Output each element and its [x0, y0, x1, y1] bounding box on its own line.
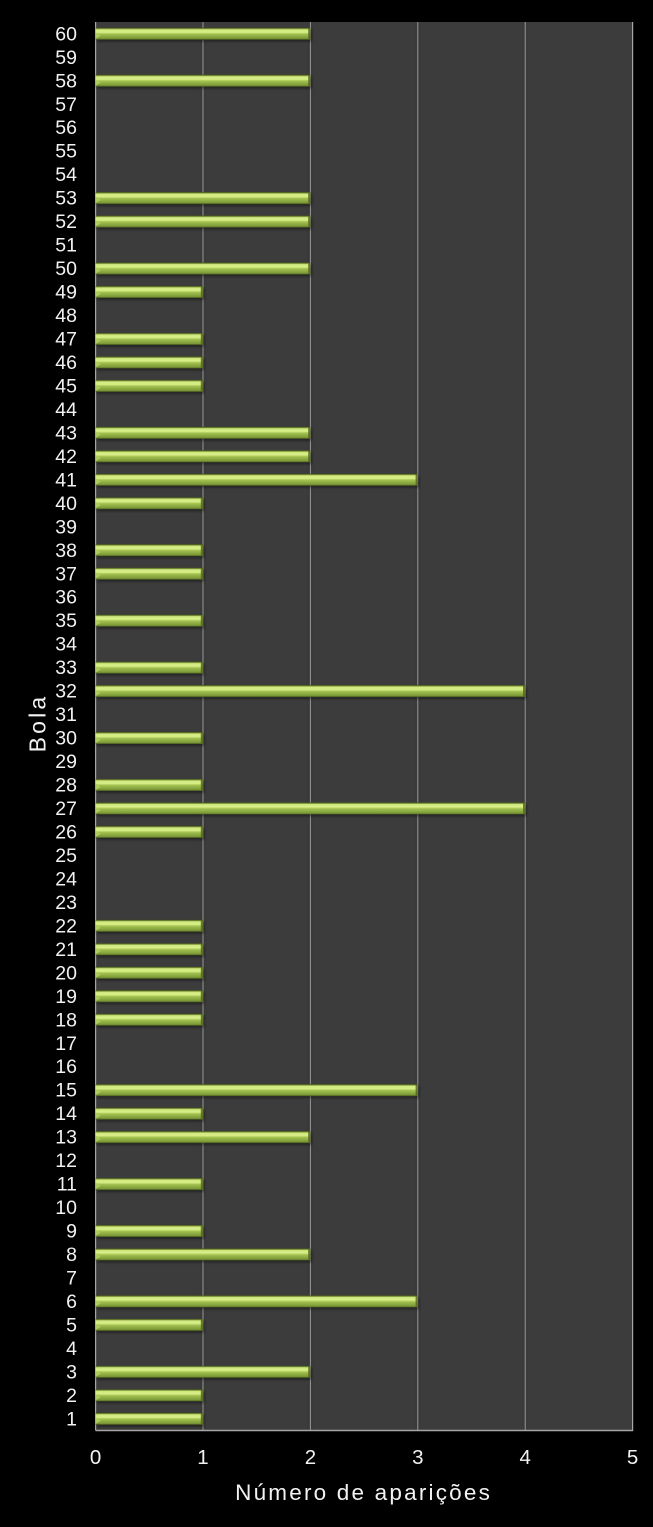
svg-text:3: 3 — [66, 1361, 77, 1383]
svg-text:5: 5 — [627, 1446, 638, 1469]
svg-text:32: 32 — [55, 681, 77, 703]
svg-text:42: 42 — [55, 446, 77, 468]
svg-text:57: 57 — [55, 94, 77, 116]
svg-text:15: 15 — [55, 1080, 77, 1102]
svg-text:4: 4 — [519, 1446, 530, 1469]
svg-text:8: 8 — [66, 1244, 77, 1266]
svg-text:16: 16 — [55, 1056, 77, 1078]
svg-text:52: 52 — [55, 211, 77, 233]
svg-text:1: 1 — [197, 1446, 208, 1469]
svg-text:59: 59 — [55, 47, 77, 69]
svg-text:47: 47 — [55, 329, 77, 351]
svg-text:34: 34 — [55, 634, 77, 656]
svg-text:17: 17 — [55, 1033, 77, 1055]
svg-text:41: 41 — [55, 469, 77, 491]
svg-text:24: 24 — [55, 868, 77, 890]
svg-text:54: 54 — [55, 164, 77, 186]
svg-text:21: 21 — [55, 939, 77, 961]
svg-text:19: 19 — [55, 986, 77, 1008]
svg-text:28: 28 — [55, 775, 77, 797]
svg-text:43: 43 — [55, 422, 77, 444]
svg-text:Bola: Bola — [25, 694, 51, 753]
svg-text:31: 31 — [55, 704, 77, 726]
svg-text:13: 13 — [55, 1127, 77, 1149]
svg-text:27: 27 — [55, 798, 77, 820]
svg-text:26: 26 — [55, 822, 77, 844]
svg-text:35: 35 — [55, 610, 77, 632]
svg-text:5: 5 — [66, 1315, 77, 1337]
svg-text:55: 55 — [55, 141, 77, 163]
svg-text:39: 39 — [55, 516, 77, 538]
svg-text:1: 1 — [66, 1408, 77, 1430]
svg-text:2: 2 — [305, 1446, 316, 1469]
svg-text:10: 10 — [55, 1197, 77, 1219]
svg-text:46: 46 — [55, 352, 77, 374]
svg-text:22: 22 — [55, 915, 77, 937]
svg-text:9: 9 — [66, 1221, 77, 1243]
svg-text:60: 60 — [55, 23, 77, 45]
svg-text:38: 38 — [55, 540, 77, 562]
svg-text:6: 6 — [66, 1291, 77, 1313]
svg-text:23: 23 — [55, 892, 77, 914]
svg-text:3: 3 — [412, 1446, 423, 1469]
svg-text:58: 58 — [55, 70, 77, 92]
svg-text:18: 18 — [55, 1009, 77, 1031]
svg-text:51: 51 — [55, 235, 77, 257]
svg-text:45: 45 — [55, 376, 77, 398]
svg-text:7: 7 — [66, 1268, 77, 1290]
svg-text:56: 56 — [55, 117, 77, 139]
svg-text:11: 11 — [57, 1174, 77, 1196]
svg-text:44: 44 — [55, 399, 77, 421]
svg-text:49: 49 — [55, 282, 77, 304]
svg-text:30: 30 — [55, 728, 77, 750]
svg-text:12: 12 — [55, 1150, 77, 1172]
svg-text:40: 40 — [55, 493, 77, 515]
svg-text:25: 25 — [55, 845, 77, 867]
svg-text:50: 50 — [55, 258, 77, 280]
svg-text:4: 4 — [66, 1338, 77, 1360]
svg-text:36: 36 — [55, 587, 77, 609]
svg-text:33: 33 — [55, 657, 77, 679]
svg-text:20: 20 — [55, 962, 77, 984]
svg-text:14: 14 — [55, 1103, 77, 1125]
svg-text:0: 0 — [90, 1446, 101, 1469]
svg-text:Número de aparições: Número de aparições — [235, 1480, 492, 1505]
svg-text:48: 48 — [55, 305, 77, 327]
svg-text:2: 2 — [66, 1385, 77, 1407]
svg-text:37: 37 — [55, 563, 77, 585]
svg-text:29: 29 — [55, 751, 77, 773]
svg-text:53: 53 — [55, 188, 77, 210]
